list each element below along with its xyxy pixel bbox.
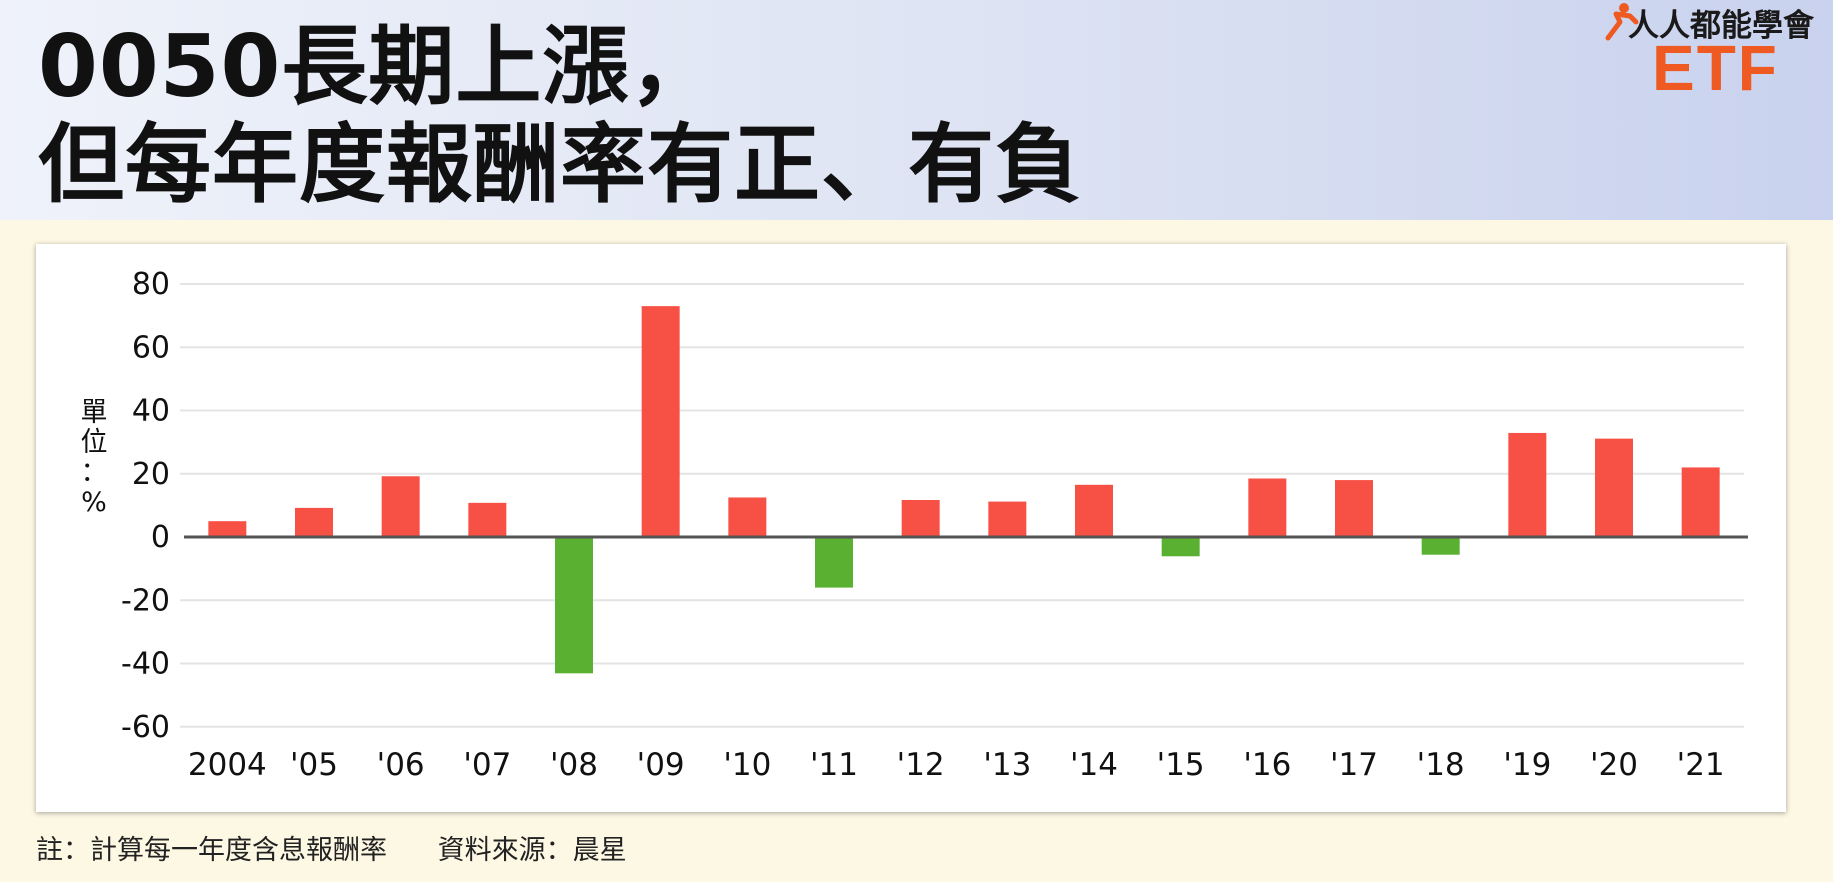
bar <box>555 537 593 674</box>
title-line-1: 0050長期上漲， <box>38 17 717 117</box>
x-tick-label: '16 <box>1243 747 1291 783</box>
title-line-2: 但每年度報酬率有正、有負 <box>38 115 1082 215</box>
y-tick-label: 20 <box>132 457 170 492</box>
page-title: 0050長期上漲， 但每年度報酬率有正、有負 <box>38 18 1082 214</box>
x-tick-label: '05 <box>290 747 338 783</box>
bar <box>728 497 767 537</box>
running-person-icon <box>1605 3 1639 41</box>
bar <box>815 537 853 588</box>
header-banner: 0050長期上漲， 但每年度報酬率有正、有負 人人都能學會 ETF <box>0 0 1833 220</box>
x-tick-label: '19 <box>1503 747 1551 783</box>
x-tick-label: '08 <box>550 747 598 783</box>
y-tick-label: -60 <box>121 710 170 745</box>
x-tick-label: '21 <box>1677 747 1725 783</box>
y-tick-label: -40 <box>121 647 170 682</box>
x-tick-label: '17 <box>1330 747 1378 783</box>
x-tick-label: '15 <box>1157 747 1205 783</box>
footer-note: 註：計算每一年度含息報酬率 <box>36 835 387 866</box>
x-tick-label: '20 <box>1590 747 1638 783</box>
bar <box>1681 467 1720 537</box>
x-tick-label: '09 <box>637 747 685 783</box>
bar <box>208 521 247 537</box>
y-tick-label: -20 <box>121 583 170 618</box>
bar <box>988 501 1027 537</box>
bar <box>641 306 680 537</box>
x-tick-label: '12 <box>897 747 945 783</box>
x-tick-label: '11 <box>810 747 858 783</box>
x-tick-label: '10 <box>723 747 771 783</box>
x-tick-label: 2004 <box>188 747 267 783</box>
footer-source: 資料來源：晨星 <box>437 835 627 866</box>
x-tick-label: '13 <box>983 747 1031 783</box>
bar <box>901 499 940 537</box>
bar <box>381 476 420 537</box>
x-tick-label: '14 <box>1070 747 1118 783</box>
y-tick-label: 0 <box>151 520 170 555</box>
bar <box>295 507 333 537</box>
brand-name: 人人都能學會 <box>1628 8 1814 44</box>
y-tick-label: 40 <box>132 394 170 429</box>
bar <box>468 502 507 537</box>
x-tick-label: '06 <box>377 747 425 783</box>
x-tick-label: '07 <box>463 747 511 783</box>
bar <box>1335 480 1373 537</box>
footer: 註：計算每一年度含息報酬率 資料來源：晨星 <box>36 828 627 867</box>
y-tick-label: 80 <box>132 267 170 302</box>
bar <box>1248 478 1287 537</box>
bar <box>1595 438 1633 537</box>
bar <box>1421 537 1460 555</box>
bar <box>1161 537 1200 557</box>
x-tick-label: '18 <box>1417 747 1465 783</box>
chart-card: 80 60 40 20 0 -20 -40 -60 2004 '05 '06 '07 '08 '09 '1… <box>36 244 1786 812</box>
bar <box>1508 432 1547 537</box>
bar <box>1075 484 1113 537</box>
bar-chart: 80 60 40 20 0 -20 -40 -60 2004 '05 '06 '07 '08 '09 '1… <box>81 267 1748 783</box>
brand-etf: ETF <box>1652 32 1779 104</box>
brand-logo: 人人都能學會 ETF <box>1600 0 1830 100</box>
y-axis-label: 單位：% <box>81 397 108 518</box>
y-tick-label: 60 <box>132 330 170 365</box>
